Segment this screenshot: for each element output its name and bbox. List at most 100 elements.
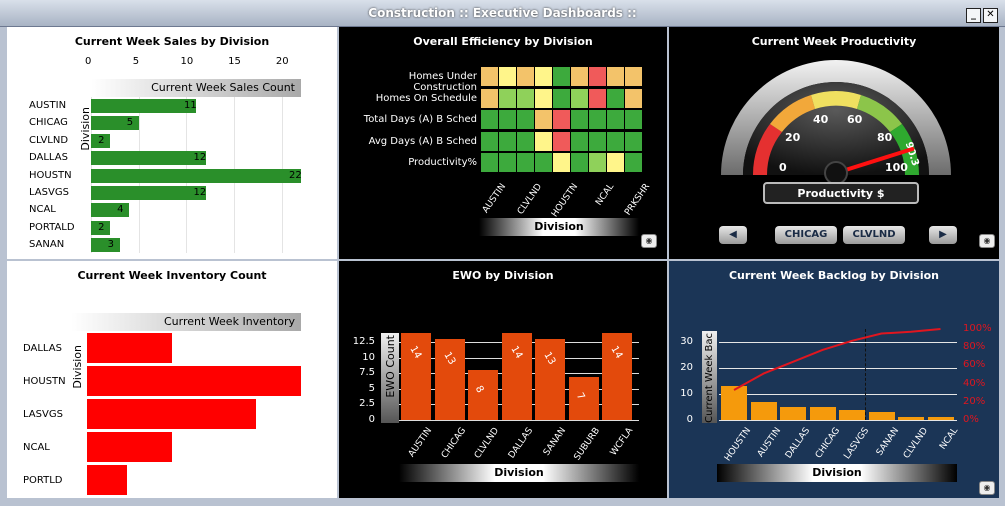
backlog-title: Current Week Backlog by Division [728,269,940,282]
ewo-axis-label-bg [381,333,399,423]
efficiency-division-label: Division [479,218,639,236]
backlog-axis-label: Current Week Bac [704,333,715,423]
gauge-hub [824,161,848,185]
backlog-left-tick: 0 [686,414,693,425]
efficiency-title: Overall Efficiency by Division [413,35,593,48]
backlog-gridline [719,342,957,343]
gauge-tick-80: 80 [877,131,893,144]
eye-icon[interactable]: ◉ [979,234,995,248]
inventory-bar [87,333,172,363]
ewo-bar [468,370,498,420]
inventory-bar [87,432,172,462]
efficiency-cell [535,88,552,108]
gauge-tick-60: 60 [847,113,863,126]
efficiency-cell [499,88,516,108]
sales-bar-label: 12 [193,152,207,164]
efficiency-cell [535,153,552,172]
ewo-division-label: Division [399,464,639,482]
ewo-panel: EWO by Division 12.5 10 7.5 5 2.5 0 14 AUSTIN 13… [339,261,667,498]
next-button[interactable]: ▶ [929,226,957,244]
sales-tick-label: 15 [228,56,241,67]
efficiency-cell [607,110,624,129]
efficiency-cell [553,131,570,151]
sales-category-label: CHICAG [29,117,68,129]
backlog-right-tick: 100% [963,323,992,334]
clvlnd-button[interactable]: CLVLND [843,226,905,244]
efficiency-cell [589,110,606,129]
close-icon[interactable]: ✕ [983,8,998,23]
backlog-right-tick: 20% [963,395,986,407]
ewo-axis-label: EWO Count [384,335,397,398]
efficiency-cell [517,67,534,86]
eye-icon[interactable]: ◉ [641,234,657,248]
efficiency-row-label: Avg Days (A) B Sched [368,135,477,147]
efficiency-cell [607,88,624,108]
eye-icon[interactable]: ◉ [979,481,995,495]
productivity-gauge: 0 20 40 60 80 100 90.3 Productivity $ [721,60,951,204]
backlog-left-tick: 30 [680,336,693,347]
inventory-category-label: LASVGS [23,409,63,420]
sales-bar [91,99,196,113]
efficiency-cell [607,67,624,86]
backlog-gridline [719,368,957,369]
inventory-category-label: PORTLD [23,475,63,486]
backlog-bar [868,412,895,420]
backlog-right-tick: 0% [963,414,979,425]
efficiency-cell [499,131,516,151]
backlog-cumulative-polyline [733,328,941,391]
efficiency-cell [589,153,606,172]
backlog-left-tick: 20 [680,362,693,373]
efficiency-cell [481,110,498,129]
sales-category-label: NCAL [29,204,56,216]
efficiency-row-label: Total Days (A) B Sched [363,114,477,125]
efficiency-cell [625,88,642,108]
efficiency-cell [553,110,570,129]
efficiency-cell [589,88,606,108]
gauge-label-box [763,182,919,204]
backlog-axis-label-bg [702,331,717,423]
efficiency-cell [571,110,588,129]
efficiency-cell [625,131,642,151]
sales-bar-label: 3 [107,239,114,251]
inventory-bar [87,366,301,396]
efficiency-cell [571,88,588,108]
minimize-icon[interactable]: _ [966,8,981,23]
inventory-panel: Current Week Inventory Count Current Wee… [7,261,337,498]
productivity-title: Current Week Productivity [751,35,917,48]
sales-category-label: HOUSTN [29,169,72,181]
inventory-category-label: DALLAS [23,343,62,354]
backlog-bar [721,386,747,420]
ewo-bar [401,333,431,420]
ewo-bar [501,333,532,420]
efficiency-cell [625,110,642,129]
window-title: Construction :: Executive Dashboards :: [368,6,637,20]
efficiency-cell [625,67,642,86]
backlog-bar [898,417,924,420]
sales-tick-label: 0 [85,56,92,67]
inventory-header: Current Week Inventory [71,313,301,331]
backlog-pareto-divider [865,329,866,420]
sales-bar-label: 22 [289,169,302,181]
sales-bar-label: 4 [117,204,124,216]
inventory-category-label: NCAL [23,442,50,453]
sales-bar-label: 12 [193,187,207,198]
chicag-button[interactable]: CHICAG [775,226,837,244]
efficiency-cell [571,153,588,172]
sales-category-label: LASVGS [29,187,69,198]
sales-bar-label: 11 [184,100,197,111]
efficiency-cell [481,88,498,108]
ewo-tick-label: 12.5 [352,336,375,348]
efficiency-row-label: Homes Under Construction [408,71,477,93]
sales-category-label: PORTALD [29,221,75,233]
ewo-tick-label: 10 [362,351,375,363]
inventory-bar [87,399,257,429]
efficiency-cell [625,153,642,172]
efficiency-cell [517,88,534,108]
prev-button[interactable]: ◀ [719,226,747,244]
ewo-title: EWO by Division [452,269,554,282]
sales-panel: Current Week Sales by Division 0 5 10 15 20 … [7,27,337,259]
sales-bar-label: 2 [98,134,105,146]
backlog-right-tick: 60% [963,359,986,371]
efficiency-cell [607,131,624,151]
